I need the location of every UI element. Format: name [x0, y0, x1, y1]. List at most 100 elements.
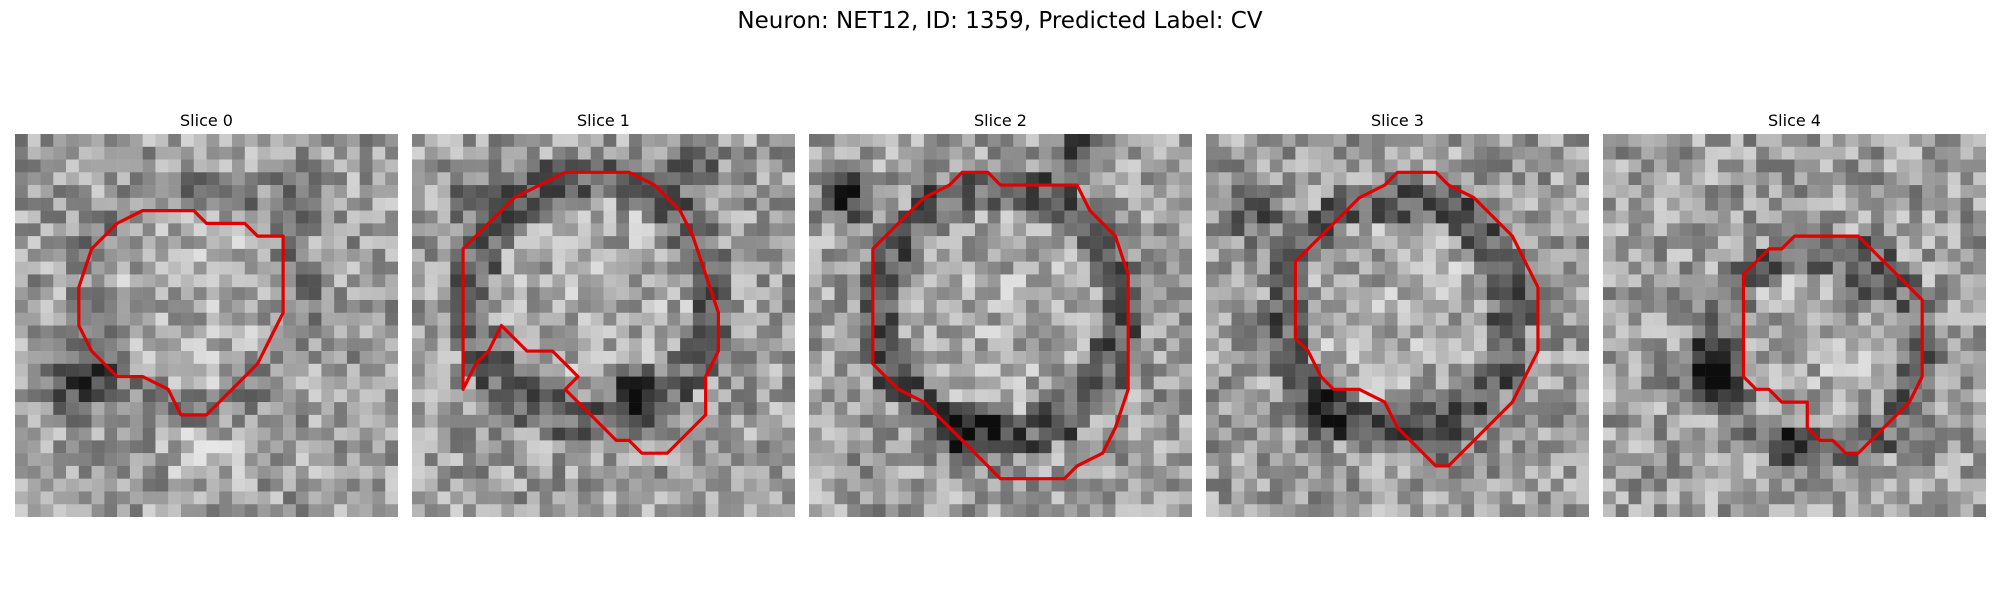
pixel	[129, 172, 143, 186]
pixel	[1179, 440, 1192, 454]
pixel	[1102, 351, 1116, 365]
pixel	[1218, 261, 1232, 275]
pixel	[1537, 134, 1551, 148]
pixel	[1474, 389, 1488, 403]
pixel	[667, 185, 681, 199]
pixel	[1077, 236, 1091, 250]
pixel	[526, 427, 540, 441]
pixel	[1896, 172, 1910, 186]
pixel	[1013, 414, 1027, 428]
pixel	[1269, 389, 1283, 403]
pixel	[1615, 210, 1629, 224]
pixel	[847, 402, 861, 416]
pixel	[1257, 312, 1271, 326]
pixel	[334, 236, 348, 250]
pixel	[117, 287, 131, 301]
pixel	[1858, 172, 1872, 186]
pixel	[1269, 185, 1283, 199]
pixel	[1257, 453, 1271, 467]
pixel	[654, 465, 668, 479]
pixel	[1717, 504, 1731, 517]
pixel	[1474, 312, 1488, 326]
pixel	[539, 261, 553, 275]
pixel	[1206, 248, 1220, 262]
pixel	[834, 414, 848, 428]
pixel	[590, 236, 604, 250]
pixel	[283, 159, 297, 173]
pixel	[1486, 465, 1500, 479]
pixel	[885, 248, 899, 262]
pixel	[1359, 248, 1373, 262]
pixel	[385, 478, 398, 492]
pixel	[872, 248, 886, 262]
pixel	[860, 376, 874, 390]
pixel	[1206, 504, 1220, 517]
pixel	[1244, 261, 1258, 275]
pixel	[1231, 159, 1245, 173]
pixel	[1320, 453, 1334, 467]
pixel	[1871, 159, 1885, 173]
pixel	[1295, 414, 1309, 428]
pixel	[1756, 146, 1770, 160]
pixel	[1115, 325, 1129, 339]
pixel	[1486, 389, 1500, 403]
pixel	[40, 478, 54, 492]
pixel	[142, 427, 156, 441]
pixel	[1666, 338, 1680, 352]
pixel	[731, 159, 745, 173]
pixel	[117, 414, 131, 428]
pixel	[577, 134, 591, 148]
pixel	[1269, 299, 1283, 313]
pixel	[437, 159, 451, 173]
pixel	[283, 465, 297, 479]
pixel	[1883, 351, 1897, 365]
pixel	[104, 338, 118, 352]
pixel	[1909, 261, 1923, 275]
pixel	[898, 185, 912, 199]
pixel	[692, 338, 706, 352]
pixel	[834, 134, 848, 148]
pixel	[565, 402, 579, 416]
pixel	[1807, 363, 1821, 377]
pixel	[1756, 465, 1770, 479]
pixel	[680, 478, 694, 492]
pixel	[385, 210, 398, 224]
pixel	[1295, 172, 1309, 186]
pixel	[936, 223, 950, 237]
pixel	[1038, 223, 1052, 237]
pixel	[1641, 491, 1655, 505]
pixel	[1038, 134, 1052, 148]
pixel	[321, 185, 335, 199]
pixel	[1206, 197, 1220, 211]
pixel	[1730, 478, 1744, 492]
pixel	[168, 274, 182, 288]
pixel	[1679, 146, 1693, 160]
pixel	[66, 299, 80, 313]
pixel	[1641, 299, 1655, 313]
pixel	[1269, 351, 1283, 365]
pixel	[1756, 389, 1770, 403]
pixel	[974, 504, 988, 517]
pixel	[385, 465, 398, 479]
pixel	[1641, 172, 1655, 186]
pixel	[219, 338, 233, 352]
pixel	[1218, 453, 1232, 467]
pixel	[731, 299, 745, 313]
pixel	[1064, 274, 1078, 288]
pixel	[1474, 453, 1488, 467]
pixel	[168, 427, 182, 441]
pixel	[1743, 414, 1757, 428]
pixel	[936, 210, 950, 224]
pixel	[680, 312, 694, 326]
pixel	[590, 312, 604, 326]
pixel	[1231, 274, 1245, 288]
pixel	[1461, 134, 1475, 148]
pixel	[1499, 325, 1513, 339]
pixel	[1153, 248, 1167, 262]
pixel	[1858, 465, 1872, 479]
pixel	[1563, 299, 1577, 313]
pixel	[1525, 325, 1539, 339]
pixel	[1717, 248, 1731, 262]
pixel	[885, 210, 899, 224]
pixel	[1077, 261, 1091, 275]
